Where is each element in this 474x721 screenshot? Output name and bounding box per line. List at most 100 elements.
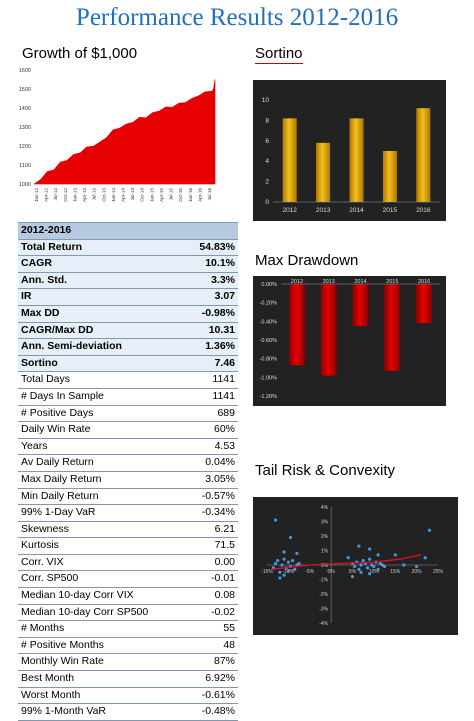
scatter-point — [286, 569, 290, 573]
scatter-point — [276, 559, 280, 563]
x-tick-label: Jul-13 — [92, 188, 97, 201]
drawdown-chart: 0.00% -0.20% -0.40% -0.60% -0.80% -1.00% -1.20… — [253, 276, 446, 406]
y-tick-label: 0 — [265, 199, 269, 206]
stats-label: Kurtosis — [18, 537, 186, 555]
x-tick-label: Jan-13 — [72, 188, 77, 202]
stats-row: Total Return 54.83% — [18, 239, 238, 257]
y-tick-label: -0.80% — [260, 357, 278, 363]
scatter-point — [427, 528, 432, 532]
scatter-point — [359, 570, 363, 574]
stats-row: Best Month 6.92% — [18, 670, 238, 688]
scatter-point — [368, 557, 372, 561]
stats-value: -0.01 — [185, 570, 238, 589]
x-tick-label: 2016 — [416, 207, 431, 214]
sortino-chart: 10 8 6 4 2 0 2012 2013 2014 2015 2016 — [253, 80, 446, 221]
stats-value: 71.5 — [185, 537, 238, 555]
scatter-point — [291, 559, 295, 563]
stats-label: # Positive Days — [18, 405, 186, 423]
stats-label: Max DD — [18, 305, 186, 323]
sortino-title-wrap: Sortino — [255, 45, 303, 64]
scatter-point — [282, 557, 286, 561]
stats-row: Sortino 7.46 — [18, 355, 238, 373]
bar — [416, 108, 431, 202]
y-tick-label: -2% — [319, 592, 328, 598]
scatter-point — [365, 566, 370, 570]
stats-label: Daily Win Rate — [18, 421, 186, 439]
y-tick-label: -0.60% — [260, 338, 278, 344]
stats-value: 10.31 — [185, 322, 238, 340]
stats-row: Daily Win Rate 60% — [18, 421, 238, 439]
x-tick-label: Jul-16 — [207, 188, 212, 201]
x-tick-label: Jan-15 — [149, 188, 154, 202]
growth-chart-title: Growth of $1,000 — [22, 45, 138, 62]
scatter-point — [297, 561, 301, 566]
scatter-point — [273, 561, 278, 566]
stats-label: Corr. VIX — [18, 554, 186, 572]
stats-label: Ann. Semi-deviation — [18, 338, 186, 356]
stats-label: Years — [18, 438, 186, 456]
stats-value: -0.61% — [185, 687, 238, 705]
x-tick-label: Jul-12 — [53, 188, 58, 201]
x-tick-label: -5% — [305, 569, 314, 575]
drawdown-chart-title: Max Drawdown — [255, 252, 359, 269]
stats-row: CAGR 10.1% — [18, 255, 238, 273]
scatter-point — [357, 567, 361, 571]
stats-value: 60% — [185, 421, 238, 439]
stats-value: -0.02 — [185, 604, 238, 622]
tail-risk-chart-title: Tail Risk & Convexity — [255, 462, 396, 479]
stats-row: Ann. Semi-deviation 1.36% — [18, 338, 238, 356]
stats-row: # Days In Sample 1141 — [18, 388, 238, 406]
x-tick-label: 2012 — [291, 279, 303, 285]
x-tick-label: 20% — [412, 569, 423, 575]
stats-label: Median 10-day Corr SP500 — [18, 604, 186, 622]
y-tick-label: 1300 — [19, 125, 31, 131]
stats-value: 1141 — [185, 371, 238, 389]
stats-label: Best Month — [18, 670, 186, 688]
stats-value: 55 — [185, 620, 238, 638]
bar — [288, 284, 305, 366]
stats-label: Total Days — [18, 371, 186, 389]
bar — [316, 142, 331, 202]
x-tick-label: Oct-13 — [101, 188, 106, 202]
stats-row: Years 4.53 — [18, 438, 238, 456]
x-tick-label: Jul-15 — [169, 188, 174, 201]
stats-label: Ann. Std. — [18, 272, 186, 290]
x-tick-label: -15% — [261, 569, 273, 575]
scatter-point — [376, 567, 380, 571]
x-tick-label: 2012 — [282, 207, 297, 214]
stats-label: Min Daily Return — [18, 488, 186, 506]
scatter-point — [393, 553, 397, 557]
stats-row: Total Days 1141 — [18, 371, 238, 389]
stats-label: 99% 1-Month VaR — [18, 703, 186, 721]
stats-label: 99% 1-Day VaR — [18, 504, 186, 522]
x-tick-label: 25% — [433, 569, 444, 575]
stats-value: -0.57% — [185, 488, 238, 506]
y-tick-label: 1200 — [19, 144, 31, 150]
stats-row: Corr. SP500 -0.01 — [18, 570, 238, 589]
stats-row: Max Daily Return 3.05% — [18, 471, 238, 489]
y-tick-label: 8 — [265, 117, 269, 124]
stats-label: # Months — [18, 620, 186, 638]
stats-label: Corr. SP500 — [18, 570, 186, 589]
scatter-point — [361, 559, 365, 563]
y-tick-label: -1% — [319, 578, 328, 584]
stats-row: CAGR/Max DD 10.31 — [18, 322, 238, 340]
y-tick-label: 1000 — [19, 182, 31, 188]
x-tick-label: Apr-14 — [121, 188, 126, 202]
y-tick-label: -1.00% — [260, 375, 278, 381]
bar — [320, 284, 337, 376]
stats-label: Median 10-day Corr VIX — [18, 587, 186, 605]
stats-row: 99% 1-Day VaR -0.34% — [18, 504, 238, 522]
x-tick-label: 2013 — [323, 279, 335, 285]
stats-row: Corr. VIX 0.00 — [18, 554, 238, 572]
y-tick-label: 1500 — [19, 87, 31, 93]
x-tick-label: 2014 — [349, 207, 364, 214]
y-tick-label: -0.20% — [260, 301, 278, 307]
stats-value: 54.83% — [185, 239, 238, 257]
y-tick-label: 2 — [265, 179, 269, 186]
y-tick-label: 4% — [321, 505, 329, 511]
bar — [349, 118, 364, 202]
scatter-point — [273, 518, 278, 522]
stats-label: CAGR — [18, 255, 186, 273]
